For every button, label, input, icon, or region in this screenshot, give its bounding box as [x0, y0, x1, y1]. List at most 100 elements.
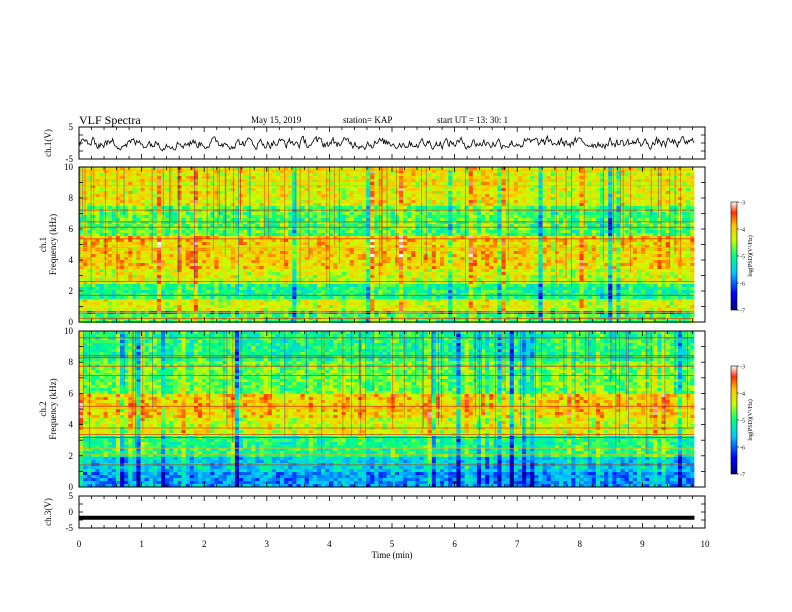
- spectrogram-cell: [333, 218, 338, 221]
- spectrogram-cell: [251, 218, 256, 221]
- spectrogram-cell: [169, 257, 174, 260]
- spectrogram-cell: [107, 263, 113, 266]
- spectrogram-cell: [316, 233, 322, 236]
- spectrogram-cell: [415, 200, 420, 203]
- spectrogram-cell: [415, 167, 420, 170]
- spectrogram-cell: [255, 200, 260, 203]
- spectrogram-cell: [197, 218, 203, 221]
- spectrogram-cell: [161, 218, 166, 221]
- spectrogram-cell: [300, 197, 306, 200]
- spectrogram-cell: [222, 176, 228, 179]
- spectrogram-cell: [140, 215, 146, 218]
- spectrogram-cell: [316, 263, 322, 266]
- spectrogram-cell: [464, 179, 470, 182]
- spectrogram-cell: [579, 185, 584, 188]
- spectrogram-cell: [226, 227, 232, 230]
- spectrogram-cell: [407, 173, 412, 176]
- spectrogram-cell: [173, 203, 178, 206]
- spectrogram-cell: [645, 206, 650, 209]
- spectrogram-cell: [120, 263, 125, 266]
- spectrogram-cell: [497, 257, 502, 260]
- spectrogram-cell: [398, 224, 404, 227]
- spectrogram-cell: [485, 260, 490, 263]
- spectrogram-cell: [206, 233, 211, 236]
- spectrogram-cell: [682, 179, 687, 182]
- spectrogram-cell: [472, 257, 478, 260]
- spectrogram-cell: [645, 182, 650, 185]
- spectrogram-cell: [661, 218, 667, 221]
- spectrogram-cell: [300, 224, 306, 227]
- spectrogram-cell: [329, 263, 334, 266]
- spectrogram-cell: [238, 188, 244, 191]
- spectrogram-cell: [292, 260, 297, 263]
- spectrogram-cell: [526, 230, 531, 233]
- spectrogram-cell: [558, 221, 564, 224]
- spectrogram-cell: [690, 239, 695, 242]
- spectrogram-cell: [579, 179, 584, 182]
- spectrogram-cell: [193, 236, 199, 239]
- spectrogram-cell: [337, 191, 342, 194]
- spectrogram-cell: [690, 179, 695, 182]
- spectrogram-cell: [206, 227, 211, 230]
- spectrogram-cell: [345, 263, 351, 266]
- spectrogram-cell: [107, 251, 113, 254]
- spectrogram-cell: [456, 197, 461, 200]
- spectrogram-cell: [604, 227, 609, 230]
- spectrogram-cell: [558, 191, 564, 194]
- spectrogram-cell: [636, 185, 642, 188]
- spectrogram-cell: [140, 230, 146, 233]
- spectrogram-cell: [386, 191, 392, 194]
- spectrogram-cell: [197, 185, 203, 188]
- spectrogram-cell: [636, 218, 642, 221]
- spectrogram-cell: [394, 245, 400, 248]
- spectrogram-cell: [394, 197, 400, 200]
- spectrogram-cell: [362, 236, 367, 239]
- spectrogram-cell: [206, 206, 211, 209]
- spectrogram-cell: [636, 173, 642, 176]
- spectrogram-cell: [509, 239, 515, 242]
- spectrogram-cell: [591, 233, 597, 236]
- spectrogram-cell: [481, 251, 486, 254]
- spectrogram-cell: [612, 218, 617, 221]
- spectrogram-cell: [144, 170, 150, 173]
- spectrogram-cell: [636, 233, 642, 236]
- spectrogram-cell: [181, 227, 187, 230]
- spectrogram-cell: [423, 260, 429, 263]
- spectrogram-cell: [452, 254, 457, 257]
- spectrogram-cell: [267, 218, 273, 221]
- spectrogram-cell: [448, 242, 453, 245]
- spectrogram-cell: [485, 170, 490, 173]
- spectrogram-cell: [370, 260, 375, 263]
- spectrogram-cell: [386, 170, 392, 173]
- spectrogram-cell: [255, 176, 260, 179]
- spectrogram-cell: [177, 206, 182, 209]
- spectrogram-cell: [587, 173, 593, 176]
- spectrogram-cell: [534, 185, 539, 188]
- spectrogram-cell: [259, 227, 265, 230]
- spectrogram-cell: [349, 185, 355, 188]
- spectrogram-cell: [321, 236, 326, 239]
- spectrogram-cell: [509, 176, 515, 179]
- spectrogram-cell: [682, 221, 687, 224]
- spectrogram-cell: [682, 230, 687, 233]
- spectrogram-cell: [136, 206, 141, 209]
- spectrogram-cell: [489, 206, 494, 209]
- spectrogram-cell: [575, 251, 580, 254]
- spectrogram-cell: [148, 254, 154, 257]
- spectrogram-cell: [120, 224, 125, 227]
- spectrogram-cell: [132, 227, 137, 230]
- spectrogram-cell: [464, 173, 470, 176]
- spectrogram-cell: [267, 191, 273, 194]
- spectrogram-cell: [534, 176, 539, 179]
- spectrogram-cell: [476, 206, 482, 209]
- spectrogram-cell: [120, 197, 125, 200]
- spectrogram-cell: [169, 224, 174, 227]
- spectrogram-cell: [169, 200, 174, 203]
- spectrogram-cell: [444, 167, 449, 170]
- spectrogram-cell: [193, 170, 199, 173]
- spectrogram-cell: [263, 233, 269, 236]
- spectrogram-cell: [415, 170, 420, 173]
- spectrogram-cell: [353, 230, 359, 233]
- spectrogram-cell: [255, 212, 260, 215]
- spectrogram-cell: [534, 200, 539, 203]
